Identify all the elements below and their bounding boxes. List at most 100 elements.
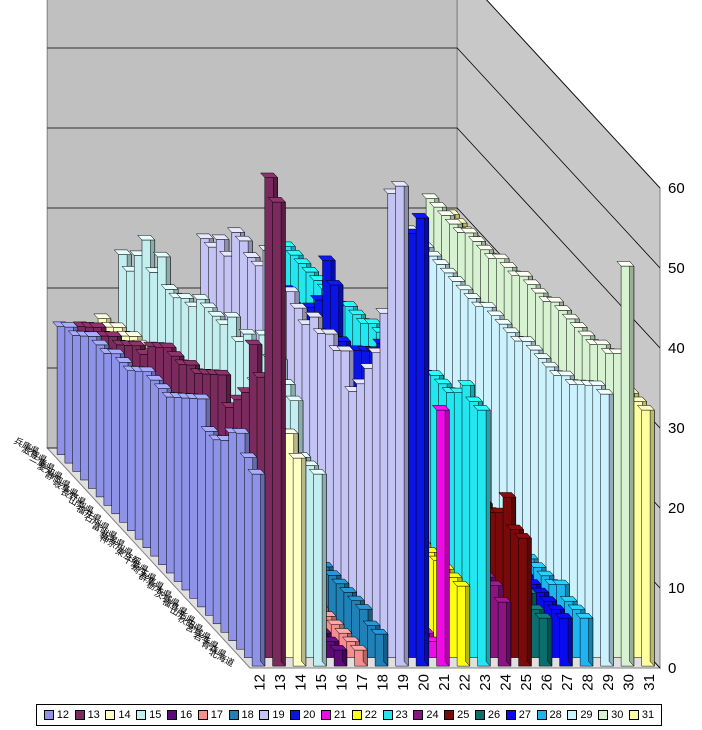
legend-swatch [474,710,485,720]
series-tick-label: 31 [641,674,658,691]
legend-label: 16 [179,709,193,721]
legend-label: 29 [580,709,593,721]
legend-label: 30 [611,709,624,721]
series-tick-label: 22 [456,674,473,691]
bar-13-北海道 [267,196,286,667]
legend-swatch [351,710,362,720]
bar-30-北海道 [616,260,635,667]
bar-19-北海道 [390,180,409,667]
legend-item: 12 [43,709,70,721]
legend-label: 18 [241,709,254,721]
legend-item: 28 [536,709,562,721]
z-tick-label: 60 [668,180,685,197]
legend-item: 21 [320,709,347,721]
bar-14-北海道 [288,452,307,667]
legend-swatch [166,710,177,720]
series-tick-label: 26 [538,674,555,691]
bar-20-北海道 [411,212,430,667]
series-tick-label: 20 [415,674,432,691]
legend-item: 25 [444,709,469,721]
legend-item: 23 [382,709,408,721]
bar-16-北海道 [329,644,348,667]
legend-label: 28 [549,709,562,721]
series-tick-label: 24 [497,674,514,691]
legend-item: 16 [166,709,193,721]
series-tick-label: 19 [395,674,412,691]
series-tick-label: 30 [620,674,637,691]
legend-label: 24 [426,709,439,721]
series-tick-label: 27 [559,674,576,691]
legend-item: 15 [136,709,161,721]
bar-15-北海道 [308,468,327,667]
series-tick-label: 18 [374,674,391,691]
legend-item: 31 [628,709,655,721]
series-tick-label: 28 [579,674,596,691]
gridline [47,127,661,349]
series-tick-label: 29 [600,674,617,691]
z-axis: 0 10 20 30 40 50 60 [668,180,685,677]
bar-25-北海道 [513,532,532,667]
legend-swatch [290,710,301,720]
series-tick-label: 14 [292,674,309,691]
legend-swatch [43,710,54,720]
legend-swatch [197,710,208,720]
legend-swatch [74,710,85,720]
legend-label: 22 [364,709,377,721]
legend: 12 13 14 15 16 17 18 19 20 21 22 23 24 25 26 27 28 29 30 31 [36,704,662,726]
gridline [486,0,661,189]
legend-label: 14 [118,709,131,721]
legend-swatch [628,710,639,720]
bar-12-北海道 [247,468,266,667]
bar-18-北海道 [370,628,389,667]
legend-label: 15 [149,709,162,721]
legend-item: 22 [351,709,377,721]
legend-swatch [598,710,609,720]
legend-swatch [228,710,239,720]
legend-item: 26 [474,709,501,721]
series-tick-label: 17 [354,674,371,691]
z-tick-label: 50 [668,260,685,277]
legend-swatch [536,710,547,720]
bar-29-北海道 [595,388,614,667]
z-tick-label: 30 [668,420,685,437]
legend-item: 14 [105,709,131,721]
legend-swatch [259,710,270,720]
legend-item: 29 [567,709,593,721]
bar-21-北海道 [431,404,450,667]
series-tick-label: 25 [518,674,535,691]
legend-label: 21 [333,709,347,721]
legend-item: 30 [598,709,623,721]
legend-item: 27 [505,709,531,721]
series-tick-label: 16 [333,674,350,691]
legend-label: 31 [641,709,655,721]
z-tick-label: 10 [668,580,685,597]
x-axis: 12 13 14 15 16 17 18 19 20 21 22 23 24 25 26 27 28 29 30 31 [251,674,658,691]
bar-27-北海道 [554,612,573,667]
series-tick-label: 15 [313,674,330,691]
bars [52,172,655,667]
legend-label: 27 [518,709,531,721]
legend-label: 19 [272,709,285,721]
bar-24-北海道 [493,596,512,667]
legend-item: 20 [290,709,315,721]
bar-23-北海道 [472,404,491,667]
bar-28-北海道 [575,612,594,667]
z-tick-label: 0 [668,660,676,677]
bar-17-北海道 [349,644,368,667]
legend-item: 13 [74,709,100,721]
legend-swatch [105,710,116,720]
series-tick-label: 21 [436,674,453,691]
z-tick-label: 20 [668,500,685,517]
legend-swatch [136,710,147,720]
gridline [47,47,661,269]
legend-swatch [444,710,455,720]
bar-26-北海道 [534,612,553,667]
legend-swatch [413,710,424,720]
legend-label: 20 [303,709,316,721]
legend-label: 17 [210,709,223,721]
legend-label: 26 [487,709,501,721]
legend-label: 12 [56,709,70,721]
legend-item: 24 [413,709,439,721]
legend-swatch [567,710,578,720]
series-tick-label: 12 [251,674,268,691]
